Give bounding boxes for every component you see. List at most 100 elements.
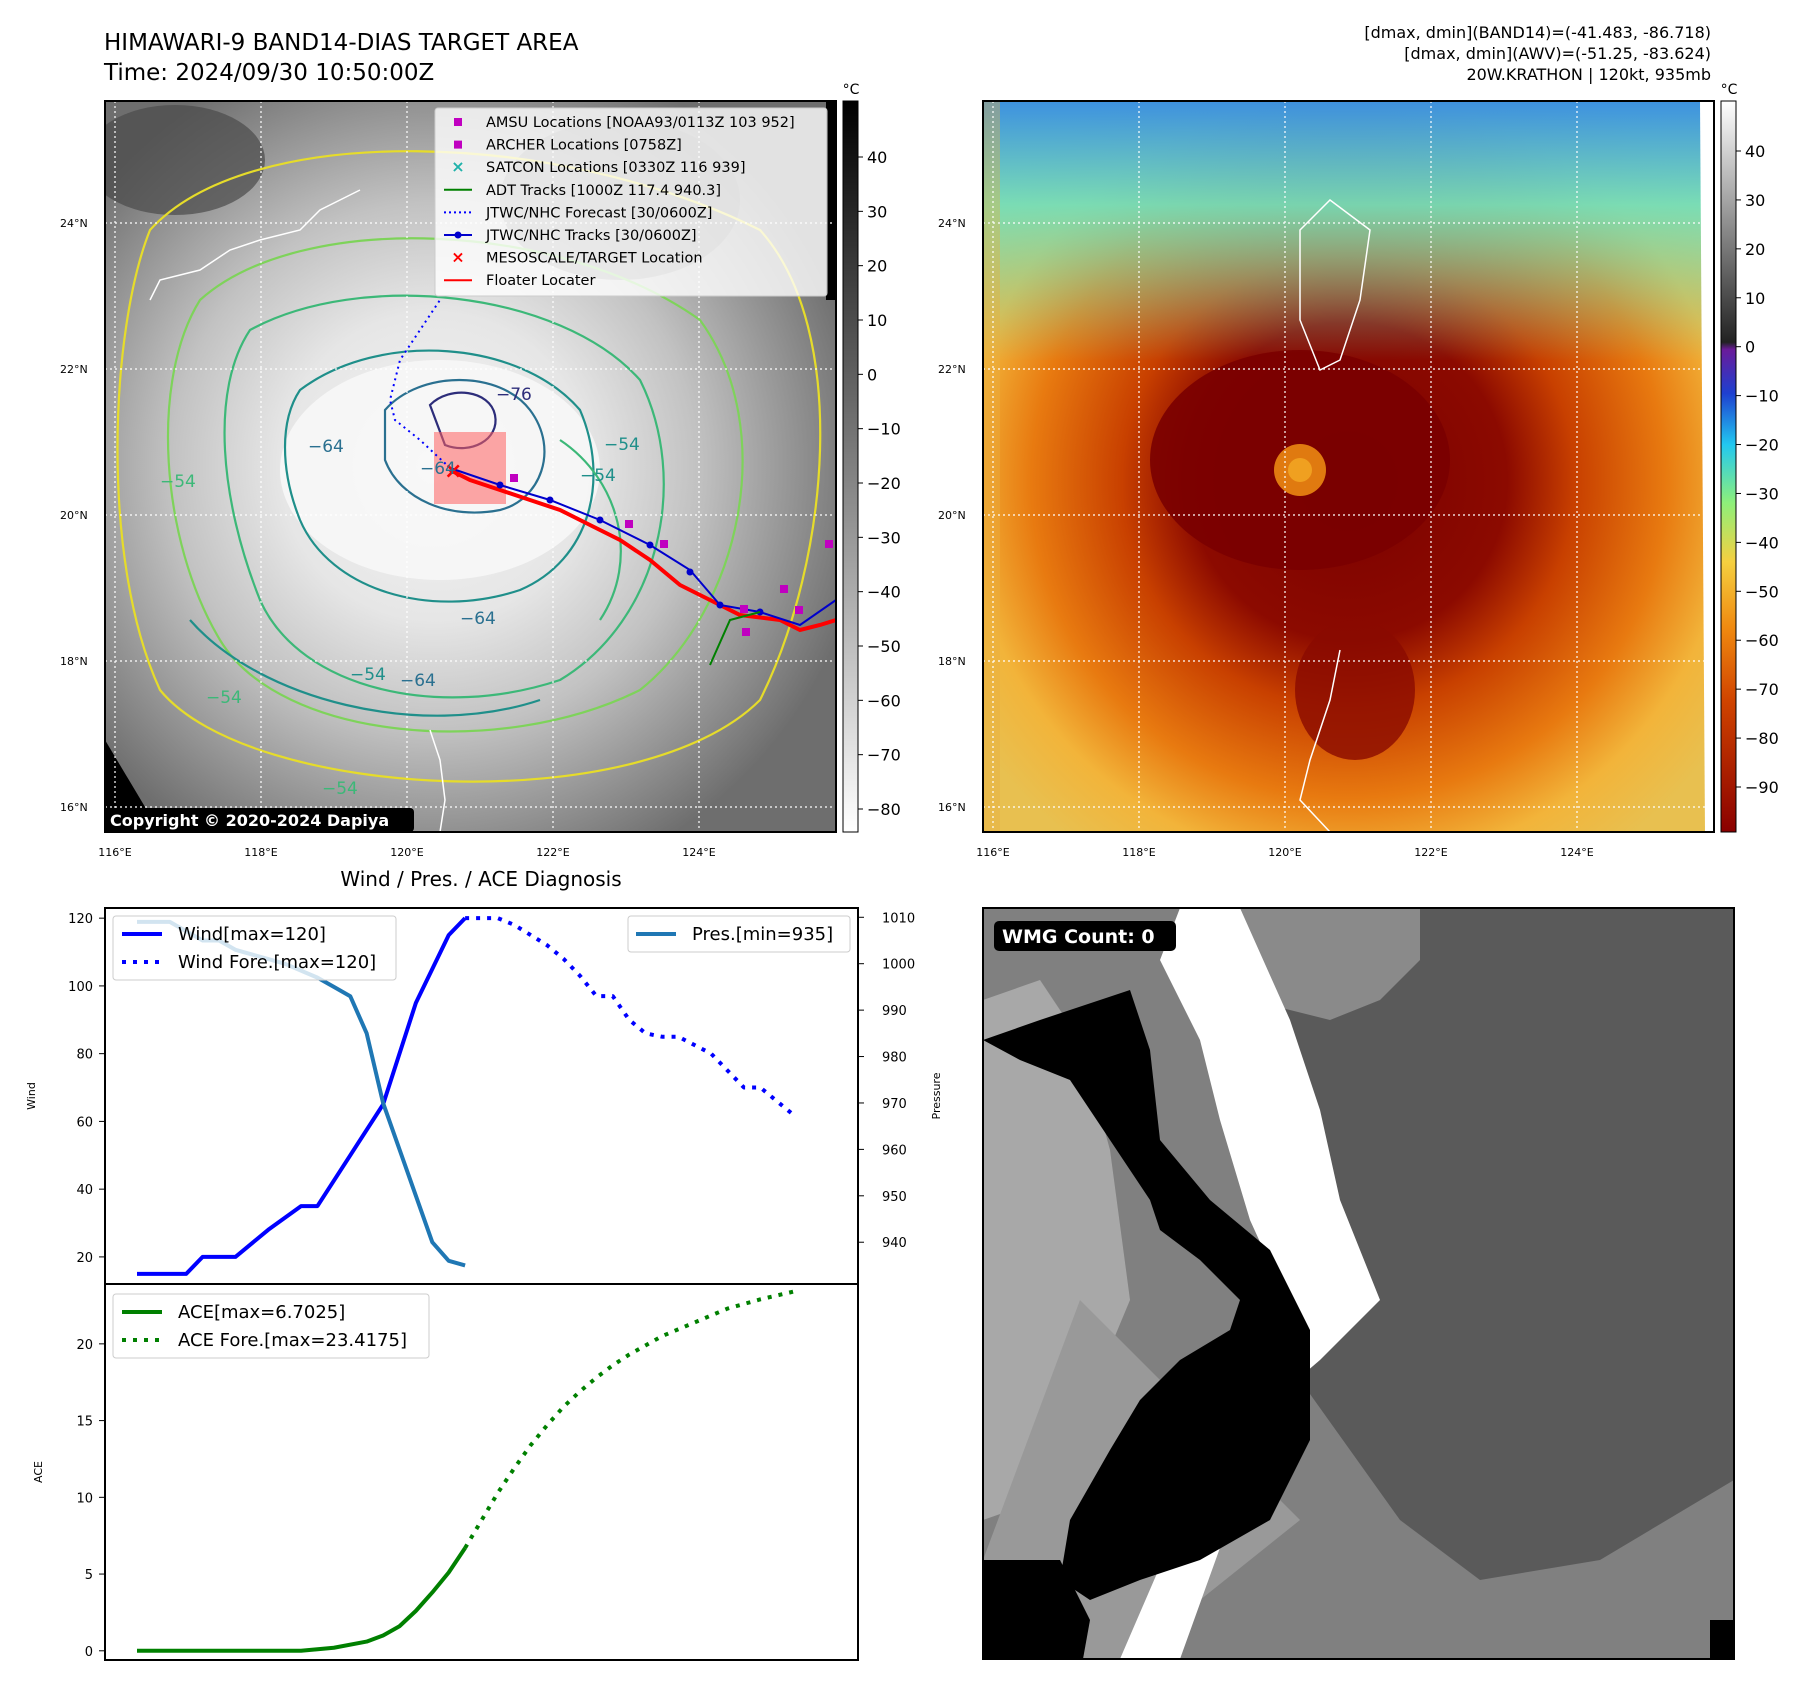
- legend-square-marker: [454, 140, 462, 149]
- colorbar-tick-label: −10: [1745, 387, 1779, 406]
- svg-text:−76: −76: [496, 385, 532, 405]
- figure-title: HIMAWARI-9 BAND14-DIAS TARGET AREA: [104, 30, 579, 56]
- jtwc-track: [449, 467, 836, 627]
- pressure-tick-label: 940: [882, 1236, 907, 1251]
- wmg-count-label: WMG Count: 0: [1002, 926, 1155, 948]
- colorbar-tick-label: 0: [1745, 338, 1755, 357]
- legend-dot-marker: [454, 231, 462, 239]
- svg-text:−64: −64: [460, 609, 496, 629]
- awv-stats: [dmax, dmin](AWV)=(-51.25, -83.624): [1404, 44, 1711, 63]
- colorbar-tick-label: −40: [1745, 533, 1779, 552]
- svg-text:120°E: 120°E: [1268, 846, 1301, 859]
- svg-text:16°N: 16°N: [60, 801, 88, 814]
- copyright-text: Copyright © 2020-2024 Dapiya: [110, 811, 389, 830]
- svg-text:−54: −54: [580, 466, 616, 486]
- colorbar-tick-label: −60: [867, 691, 901, 710]
- svg-text:22°N: 22°N: [60, 363, 88, 376]
- svg-text:116°E: 116°E: [976, 846, 1009, 859]
- svg-text:118°E: 118°E: [244, 846, 277, 859]
- colorbar-tick-label: −40: [867, 583, 901, 602]
- colorbar-tick-label: −70: [867, 746, 901, 765]
- colorbar-tick-label: −60: [1745, 631, 1779, 650]
- color-colorbar: [1720, 100, 1737, 833]
- floater-locater-track: [449, 468, 836, 633]
- svg-text:20°N: 20°N: [60, 509, 88, 522]
- colorbar-tick-label: −50: [1745, 582, 1779, 601]
- svg-text:−54: −54: [604, 435, 640, 455]
- left-map-lat-labels: 24°N 22°N 20°N 18°N 16°N: [60, 217, 88, 814]
- color-colorbar-unit: °C: [1721, 82, 1738, 98]
- gray-colorbar-ticks: 40 30 20 10 0 −10 −20 −30 −40 −50 −60 −70 −80: [858, 148, 901, 819]
- left-map-lon-labels: 116°E 118°E 120°E 122°E 124°E: [98, 846, 715, 859]
- ace-tick-label: 0: [85, 1645, 93, 1660]
- svg-text:20°N: 20°N: [938, 509, 966, 522]
- map-legend-label: ADT Tracks [1000Z 117.4 940.3]: [486, 183, 721, 199]
- wind-y-ticks: 20 40 60 80 100 120: [68, 912, 105, 1266]
- pressure-axis-label: Pressure: [930, 1072, 943, 1119]
- colorbar-tick-label: −10: [867, 420, 901, 439]
- storm-info: 20W.KRATHON | 120kt, 935mb: [1466, 65, 1711, 84]
- svg-text:24°N: 24°N: [938, 217, 966, 230]
- series-line-wind: [137, 916, 467, 1276]
- wind-tick-label: 80: [76, 1048, 93, 1063]
- colorbar-tick-label: 0: [867, 365, 877, 384]
- wind-tick-label: 20: [76, 1251, 93, 1266]
- wmg-classification-map: [983, 908, 1734, 1659]
- colorbar-tick-label: −90: [1745, 778, 1779, 797]
- pressure-tick-label: 1010: [882, 911, 915, 926]
- contour-labels: −76 −64 −54 −54 −64 −54 −54 −54 −64 −64 …: [160, 385, 640, 799]
- adt-track: [709, 611, 761, 666]
- svg-text:24°N: 24°N: [60, 217, 88, 230]
- pressure-y-ticks: 940 950 960 970 980 990 1000 1010: [858, 911, 915, 1251]
- svg-text:122°E: 122°E: [536, 846, 569, 859]
- colorbar-tick-label: −80: [1745, 729, 1779, 748]
- wind-tick-label: 40: [76, 1183, 93, 1198]
- legend-label: Wind Fore.[max=120]: [178, 952, 376, 973]
- wmg-frame: [982, 907, 1735, 1660]
- svg-text:−54: −54: [322, 779, 358, 799]
- ir-color-map: [983, 101, 1714, 832]
- svg-text:18°N: 18°N: [938, 655, 966, 668]
- ace-y-ticks: 0 5 10 15 20: [76, 1338, 105, 1660]
- series-line-ace-fore: [463, 1289, 794, 1549]
- pressure-tick-label: 970: [882, 1097, 907, 1112]
- right-map-frame: [982, 100, 1715, 833]
- svg-text:118°E: 118°E: [1122, 846, 1155, 859]
- pressure-tick-label: 950: [882, 1190, 907, 1205]
- svg-text:120°E: 120°E: [390, 846, 423, 859]
- wmg-count-badge: [994, 921, 1176, 951]
- colorbar-tick-label: −20: [867, 474, 901, 493]
- colorbar-tick-label: 30: [867, 202, 887, 221]
- colorbar-tick-label: 40: [867, 148, 887, 167]
- svg-text:22°N: 22°N: [938, 363, 966, 376]
- ace-tick-label: 5: [85, 1568, 93, 1583]
- color-colorbar-ticks: 40 30 20 10 0 −10 −20 −30 −40 −50 −60 −70 −80 −90: [1736, 142, 1779, 797]
- wind-tick-label: 120: [68, 912, 93, 927]
- colorbar-tick-label: −50: [867, 637, 901, 656]
- map-legend-entry: AMSU Locations [NOAA93/0113Z 103 952]: [454, 115, 795, 131]
- svg-text:122°E: 122°E: [1414, 846, 1447, 859]
- series-line-wind-fore: [465, 916, 795, 1117]
- map-legend-label: JTWC/NHC Tracks [30/0600Z]: [485, 228, 697, 244]
- legend-square-marker: [454, 118, 462, 126]
- svg-text:−54: −54: [160, 472, 196, 492]
- wind-legend: Wind[max=120] Wind Fore.[max=120]: [112, 915, 397, 981]
- svg-text:−64: −64: [420, 459, 456, 479]
- legend-label: Wind[max=120]: [178, 924, 326, 945]
- ace-tick-label: 10: [76, 1491, 93, 1506]
- ace-tick-label: 20: [76, 1338, 93, 1353]
- right-map-lat-labels: 24°N 22°N 20°N 18°N 16°N: [938, 217, 966, 814]
- map-legend-entry: ARCHER Locations [0758Z]: [454, 138, 682, 154]
- wind-axis-label: Wind: [25, 1082, 38, 1110]
- map-legend-label: JTWC/NHC Forecast [30/0600Z]: [485, 205, 712, 221]
- map-legend-entry: JTWC/NHC Forecast [30/0600Z]: [444, 205, 712, 221]
- pressure-legend: Pres.[min=935]: [627, 915, 851, 953]
- map-legend-entry: ADT Tracks [1000Z 117.4 940.3]: [444, 183, 721, 199]
- colorbar-tick-label: −20: [1745, 436, 1779, 455]
- map-legend-entry: × SATCON Locations [0330Z 116 939]: [451, 157, 745, 176]
- map-legend-entry: JTWC/NHC Tracks [30/0600Z]: [444, 228, 697, 244]
- colorbar-tick-label: 10: [1745, 289, 1765, 308]
- legend-label: ACE Fore.[max=23.4175]: [178, 1330, 407, 1351]
- map-legend-entry: Floater Locater: [444, 273, 595, 289]
- colorbar-tick-label: 20: [867, 257, 887, 276]
